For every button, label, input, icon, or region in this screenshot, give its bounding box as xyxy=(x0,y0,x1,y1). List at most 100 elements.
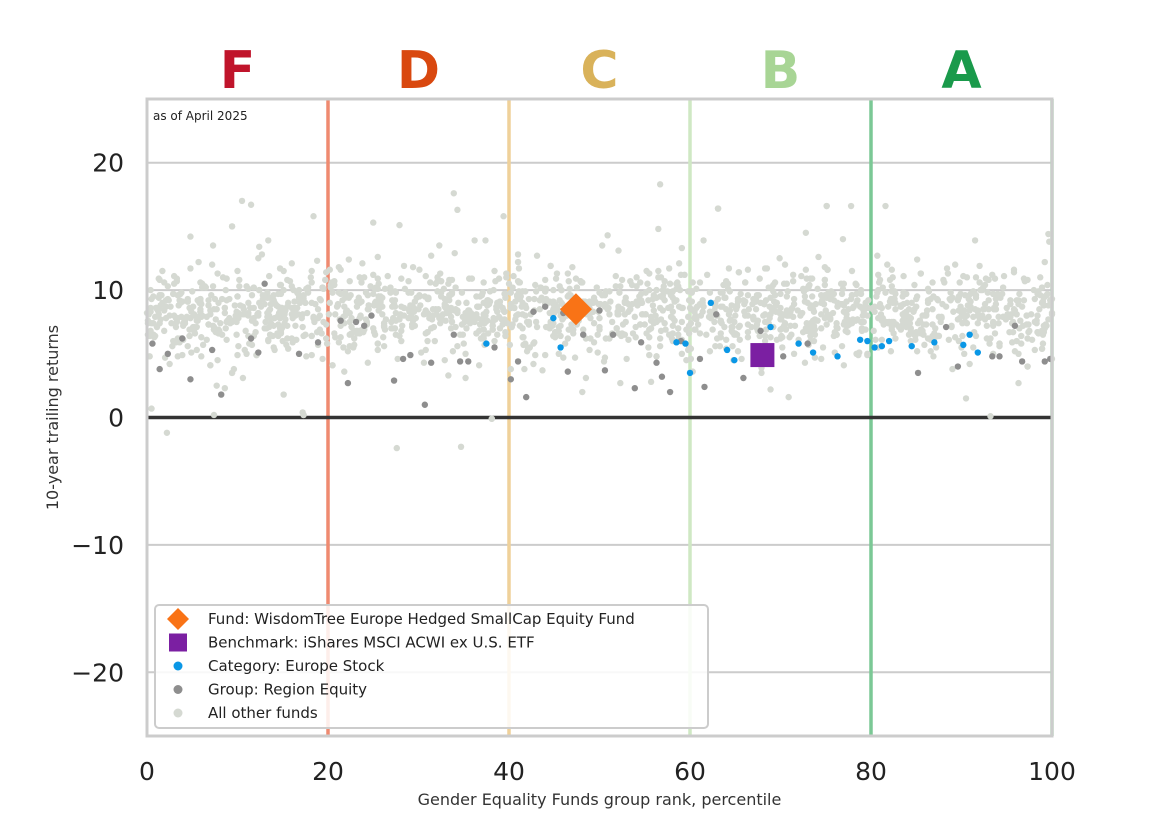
other-fund-point xyxy=(669,288,677,295)
other-fund-point xyxy=(462,374,469,382)
other-fund-point xyxy=(214,270,221,277)
other-fund-point xyxy=(691,326,698,333)
other-fund-point xyxy=(665,265,673,272)
other-fund-point xyxy=(650,307,657,314)
other-fund-point xyxy=(908,299,915,307)
other-fund-point xyxy=(608,318,616,326)
other-fund-point xyxy=(427,252,435,259)
other-fund-point xyxy=(712,299,719,307)
other-fund-point xyxy=(334,302,342,309)
other-fund-point xyxy=(819,344,827,351)
other-fund-point xyxy=(1023,312,1030,319)
grade-label-f: F xyxy=(220,41,256,101)
other-fund-point xyxy=(501,308,508,315)
x-tick-labels: 0 20 40 60 80 100 xyxy=(139,757,1076,786)
other-fund-point xyxy=(441,300,448,308)
other-fund-point xyxy=(571,354,579,361)
other-fund-point xyxy=(596,314,603,322)
other-fund-point xyxy=(195,258,202,266)
y-tick-label: −10 xyxy=(71,531,124,560)
other-fund-point xyxy=(604,306,611,313)
other-fund-point xyxy=(520,334,527,341)
other-fund-point xyxy=(435,306,442,313)
other-fund-point xyxy=(182,314,190,322)
group-point xyxy=(522,393,530,401)
other-fund-point xyxy=(284,276,291,284)
other-fund-point xyxy=(245,312,252,319)
other-fund-point xyxy=(633,274,640,281)
other-fund-point xyxy=(586,346,593,354)
other-fund-point xyxy=(570,330,577,337)
other-fund-point xyxy=(778,332,785,340)
group-point xyxy=(914,369,922,377)
other-fund-point xyxy=(694,303,701,310)
other-fund-point xyxy=(506,341,514,349)
other-fund-point xyxy=(786,312,793,319)
other-fund-point xyxy=(838,290,846,298)
other-fund-point xyxy=(348,314,355,322)
other-fund-point xyxy=(451,249,458,257)
other-fund-point xyxy=(934,297,942,304)
other-fund-point xyxy=(480,335,487,342)
other-fund-point xyxy=(387,284,394,291)
other-fund-point xyxy=(873,293,880,300)
other-fund-point xyxy=(857,286,865,294)
other-fund-point xyxy=(564,293,572,300)
other-fund-point xyxy=(532,288,540,295)
other-fund-point xyxy=(948,322,955,329)
other-fund-point xyxy=(488,415,496,422)
other-fund-point xyxy=(582,374,590,382)
other-fund-point xyxy=(405,289,412,296)
other-fund-point xyxy=(1038,327,1046,335)
other-fund-point xyxy=(744,328,752,336)
other-fund-point xyxy=(267,320,275,327)
other-fund-point xyxy=(514,258,522,266)
other-fund-point xyxy=(770,281,777,289)
other-fund-point xyxy=(308,279,315,286)
other-fund-point xyxy=(512,316,519,323)
other-fund-point xyxy=(679,304,686,312)
other-fund-point xyxy=(277,281,285,289)
other-fund-point xyxy=(741,300,748,308)
other-fund-point xyxy=(377,299,384,307)
other-fund-point xyxy=(393,444,400,452)
other-fund-point xyxy=(783,280,791,287)
other-fund-point xyxy=(483,308,490,315)
other-fund-point xyxy=(712,342,719,350)
other-fund-point xyxy=(217,320,224,327)
other-fund-point xyxy=(950,308,957,315)
other-fund-point xyxy=(824,266,831,273)
other-fund-point xyxy=(1009,328,1017,336)
other-fund-point xyxy=(288,260,295,267)
legend-label: Group: Region Equity xyxy=(208,681,367,699)
other-fund-point xyxy=(753,321,761,328)
other-fund-point xyxy=(937,318,944,326)
other-fund-point xyxy=(1038,345,1046,352)
other-fund-point xyxy=(884,303,892,310)
other-fund-point xyxy=(761,337,769,345)
other-fund-point xyxy=(323,340,331,347)
other-fund-point xyxy=(756,275,763,282)
other-fund-point xyxy=(642,289,649,296)
other-fund-point xyxy=(586,298,593,305)
category-point xyxy=(731,356,738,364)
group-point xyxy=(1041,358,1048,365)
other-fund-point xyxy=(147,286,154,294)
other-fund-point xyxy=(731,318,738,326)
other-fund-point xyxy=(399,322,406,329)
other-fund-point xyxy=(522,312,529,319)
other-fund-point xyxy=(342,308,350,315)
group-point xyxy=(1018,358,1026,365)
other-fund-point xyxy=(550,286,557,294)
other-fund-point xyxy=(887,348,895,355)
group-point xyxy=(701,383,708,391)
other-fund-point xyxy=(956,279,963,286)
other-fund-point xyxy=(205,297,212,304)
other-fund-point xyxy=(344,348,352,355)
other-fund-point xyxy=(989,318,997,326)
other-fund-point xyxy=(842,327,849,335)
grade-label-c: C xyxy=(580,41,618,101)
other-fund-point xyxy=(1031,346,1039,354)
other-fund-point xyxy=(840,321,848,328)
other-fund-point xyxy=(752,306,760,313)
